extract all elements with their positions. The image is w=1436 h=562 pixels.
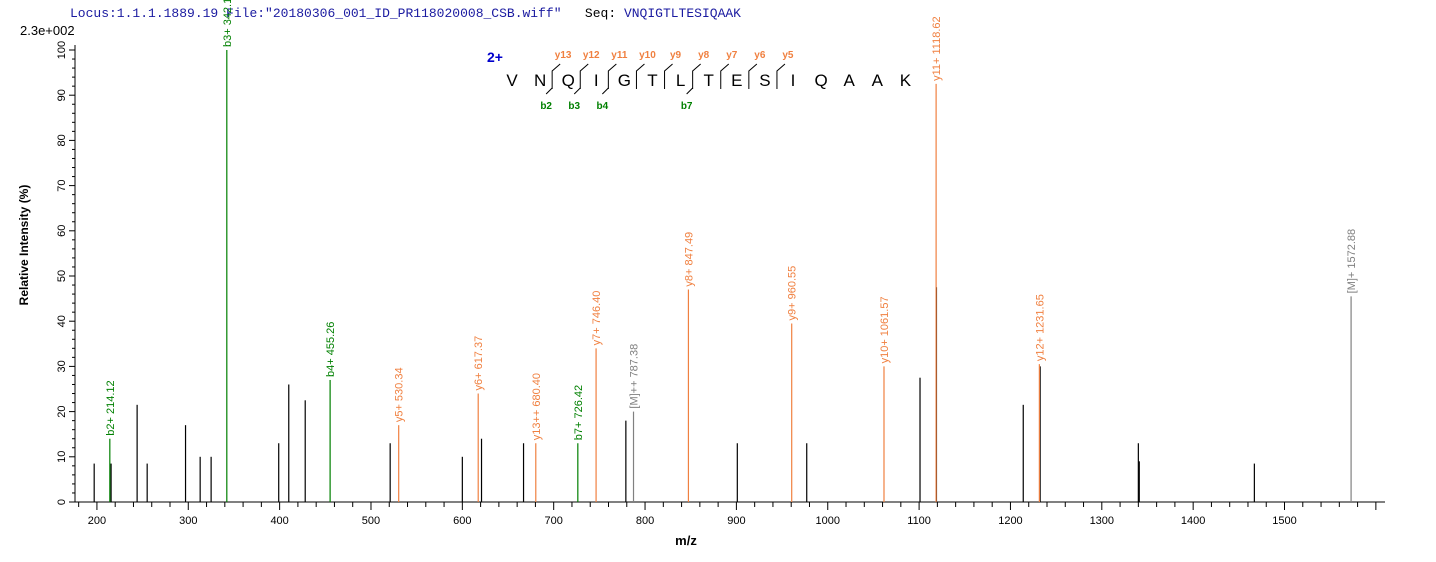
y-ion-label: y5 xyxy=(782,50,794,61)
y-tick-label: 20 xyxy=(56,405,68,417)
b-fragment-marker xyxy=(601,87,609,95)
x-tick-label: 1200 xyxy=(998,515,1022,527)
y-ion-label: y12 xyxy=(583,50,600,61)
residue: Q xyxy=(562,71,575,90)
y-fragment-marker xyxy=(607,63,617,89)
residue: Q xyxy=(814,71,827,90)
peak-label: y12+ 1231.65 xyxy=(1034,294,1046,361)
residue: A xyxy=(872,71,884,90)
y-tick-label: 40 xyxy=(56,315,68,327)
intensity-scale: 2.3e+002 xyxy=(20,23,75,38)
y-ion-label: y13 xyxy=(555,50,572,61)
b-ion-label: b4 xyxy=(597,101,609,112)
residue: I xyxy=(594,71,599,90)
x-tick-label: 1500 xyxy=(1272,515,1296,527)
peak-label: y13++ 680.40 xyxy=(531,373,543,440)
x-tick-label: 800 xyxy=(636,515,654,527)
sequence-text: VNQIGTLTESIQAAK xyxy=(623,6,741,21)
x-tick-label: 400 xyxy=(270,515,288,527)
b-ion-label: b7 xyxy=(681,101,693,112)
residue: S xyxy=(759,71,770,90)
charge-state: 2+ xyxy=(487,49,503,65)
b-ion-label: b3 xyxy=(568,101,580,112)
y-tick-label: 100 xyxy=(56,41,68,59)
peak-label: b2+ 214.12 xyxy=(105,380,117,435)
peak-label: [M]++ 787.38 xyxy=(629,344,641,409)
peak-label: b3+ 342.18 xyxy=(222,0,234,47)
peak-label: y6+ 617.37 xyxy=(473,336,485,391)
peak-label: y11+ 1118.62 xyxy=(931,16,943,81)
peak-label: y10+ 1061.57 xyxy=(879,296,891,363)
seq-label: Seq: xyxy=(584,6,617,21)
x-tick-label: 1000 xyxy=(816,515,840,527)
peak-label: b4+ 455.26 xyxy=(325,322,337,377)
x-tick-label: 1300 xyxy=(1090,515,1114,527)
b-fragment-marker xyxy=(573,87,581,95)
y-tick-label: 60 xyxy=(56,225,68,237)
y-ion-label: y10 xyxy=(639,50,656,61)
y-ion-label: y11 xyxy=(611,50,628,61)
spectrum-header: Locus:1.1.1.1889.19 File:"20180306_001_I… xyxy=(70,6,741,21)
residue: T xyxy=(704,71,714,90)
y-tick-label: 80 xyxy=(56,134,68,146)
y-fragment-marker xyxy=(664,63,673,89)
y-fragment-marker xyxy=(579,63,589,89)
residue: L xyxy=(676,71,685,90)
y-ion-label: y9 xyxy=(670,50,682,61)
peak-label: b7+ 726.42 xyxy=(573,385,585,440)
x-tick-label: 200 xyxy=(88,515,106,527)
peak-label: y5+ 530.34 xyxy=(394,367,406,422)
y-fragment-marker xyxy=(776,63,786,89)
b-fragment-marker xyxy=(545,87,553,95)
residue: G xyxy=(618,71,631,90)
x-tick-label: 500 xyxy=(362,515,380,527)
residue: T xyxy=(647,71,657,90)
peak-label: [M]+ 1572.88 xyxy=(1346,229,1358,294)
x-tick-label: 300 xyxy=(179,515,197,527)
y-ion-label: y7 xyxy=(726,50,738,61)
x-tick-label: 900 xyxy=(727,515,745,527)
y-tick-label: 30 xyxy=(56,360,68,372)
y-fragment-marker xyxy=(635,63,645,89)
residue: N xyxy=(534,71,546,90)
residue: K xyxy=(900,71,912,90)
peak-label: y7+ 746.40 xyxy=(591,291,603,346)
y-axis-label: Relative Intensity (%) xyxy=(17,185,31,306)
x-tick-label: 600 xyxy=(453,515,471,527)
residue: I xyxy=(791,71,796,90)
x-tick-label: 700 xyxy=(545,515,563,527)
x-axis-label: m/z xyxy=(675,533,697,548)
y-tick-label: 50 xyxy=(56,270,68,282)
residue: A xyxy=(844,71,856,90)
y-tick-label: 90 xyxy=(56,89,68,101)
file-name: File:"20180306_001_ID_PR118020008_CSB.wi… xyxy=(226,6,562,21)
x-tick-label: 1100 xyxy=(907,515,931,527)
y-fragment-marker xyxy=(748,63,758,89)
y-ion-label: y8 xyxy=(698,50,710,61)
residue: V xyxy=(506,71,518,90)
locus: Locus:1.1.1.1889.19 xyxy=(70,6,219,21)
y-fragment-marker xyxy=(551,63,561,89)
y-tick-label: 10 xyxy=(56,451,68,463)
peak-label: y9+ 960.55 xyxy=(787,266,799,321)
y-tick-label: 0 xyxy=(56,499,68,505)
y-tick-label: 70 xyxy=(56,179,68,191)
residue: E xyxy=(731,71,742,90)
y-fragment-marker xyxy=(692,63,701,89)
y-ion-label: y6 xyxy=(754,50,766,61)
x-tick-label: 1400 xyxy=(1181,515,1205,527)
y-fragment-marker xyxy=(720,63,730,89)
b-fragment-marker xyxy=(686,87,694,95)
peak-label: y8+ 847.49 xyxy=(683,232,695,287)
b-ion-label: b2 xyxy=(540,101,552,112)
